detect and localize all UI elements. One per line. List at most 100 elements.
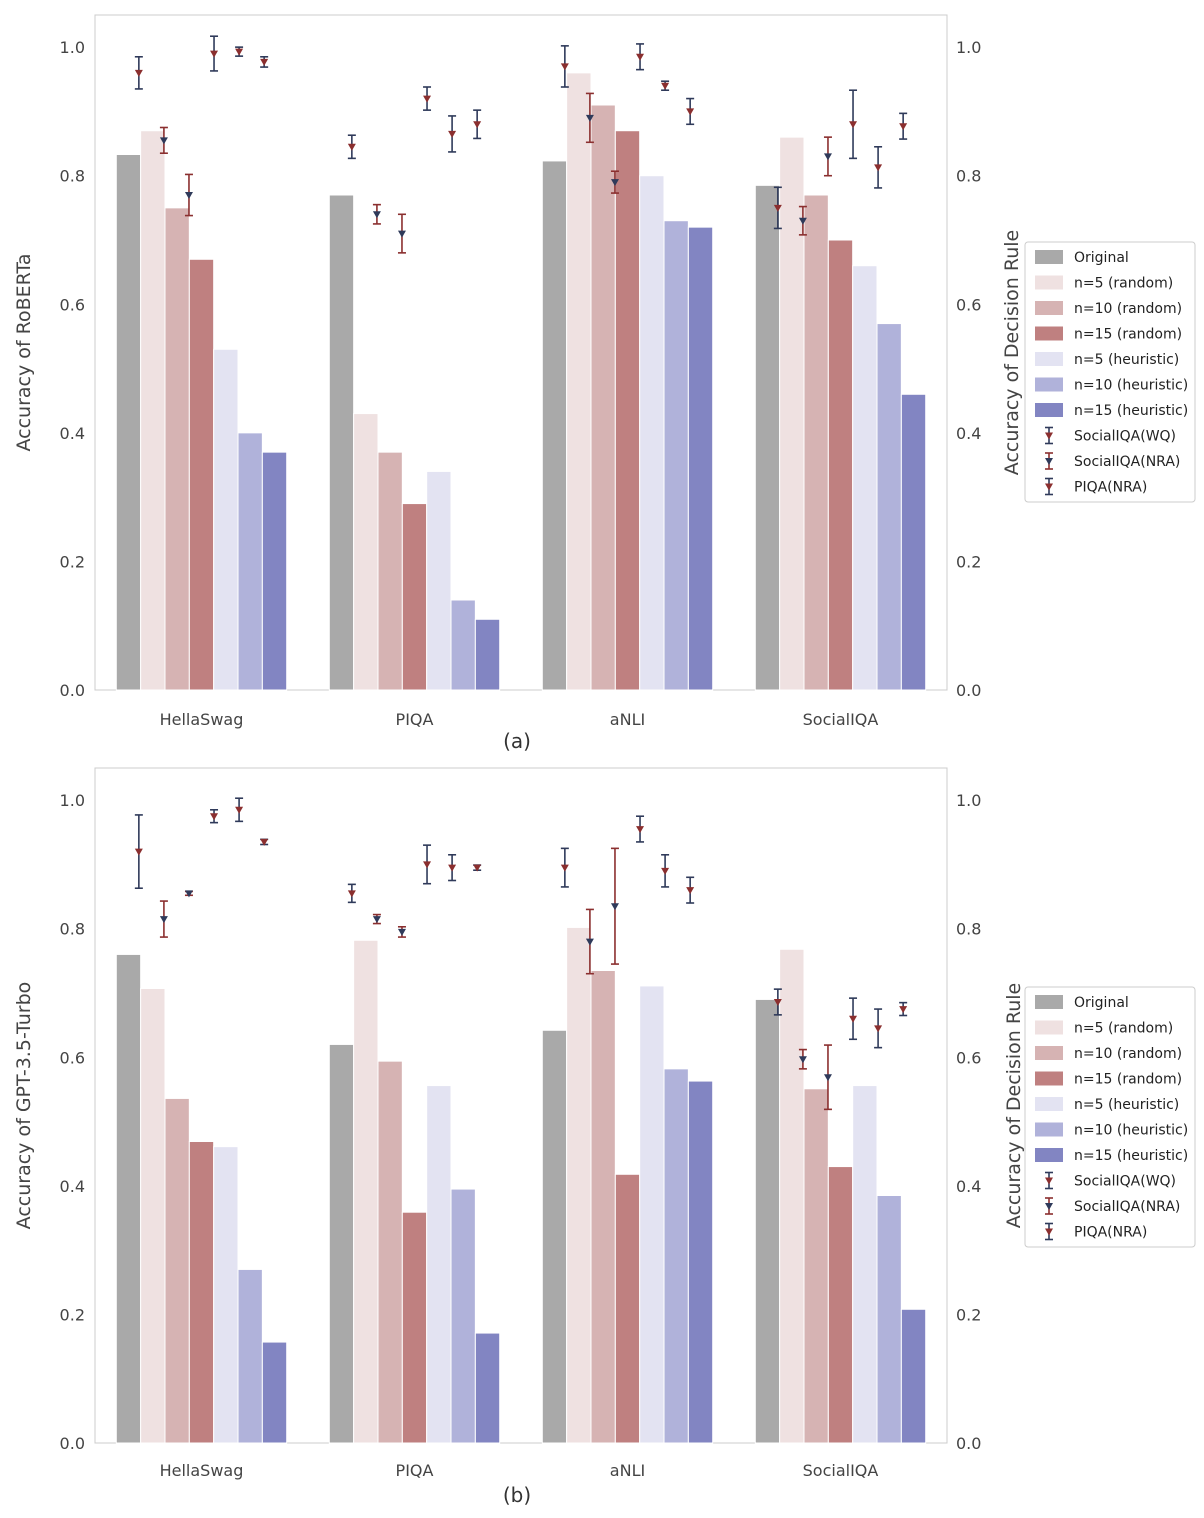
y-tick-label: 0.0 [60, 681, 85, 700]
bar [663, 220, 689, 691]
error-bar-marker [560, 63, 569, 71]
bar [779, 136, 805, 691]
legend-label: SocialIQA(WQ) [1074, 429, 1176, 445]
error-bar-point [260, 838, 269, 846]
x-tick-label: SocialIQA [803, 710, 879, 729]
error-bar-marker [260, 838, 269, 846]
error-bar-marker [448, 130, 457, 138]
bar [450, 1188, 476, 1444]
error-bar-marker [134, 848, 143, 856]
x-tick-label: HellaSwag [160, 1461, 244, 1480]
bar [900, 393, 927, 691]
plot-frame [94, 767, 948, 1444]
bar [876, 1195, 902, 1444]
legend-swatch [1035, 377, 1063, 392]
bar [566, 926, 592, 1444]
legend-label: n=10 (random) [1074, 301, 1182, 317]
y-tick-label: 1.0 [60, 38, 85, 57]
legend-label: n=15 (random) [1074, 327, 1182, 343]
error-bar-point [372, 203, 381, 225]
legend-label: SocialIQA(NRA) [1074, 1199, 1180, 1215]
bar [401, 503, 428, 691]
error-bar-point [636, 815, 645, 843]
error-bar-marker [423, 861, 432, 869]
error-bar-point [610, 847, 619, 965]
legend-label: n=15 (heuristic) [1074, 1148, 1188, 1164]
bar [803, 194, 829, 691]
y-right-tick-label: 0.8 [956, 167, 981, 186]
error-bar-point [423, 86, 432, 111]
y-right-tick-label: 0.2 [956, 1305, 981, 1324]
bar [115, 953, 142, 1444]
bar [663, 1068, 689, 1444]
legend-label: n=15 (heuristic) [1074, 403, 1188, 419]
y-tick-label: 0.6 [60, 295, 85, 314]
error-bar-point [686, 97, 695, 126]
error-bar-point [773, 988, 782, 1016]
error-bar-point [347, 883, 356, 904]
bar [614, 130, 641, 691]
bar [590, 970, 616, 1444]
panel-label: (b) [503, 1483, 531, 1507]
legend-swatch [1035, 326, 1063, 341]
error-bar-point [184, 890, 193, 898]
error-bar-point [210, 808, 219, 824]
legend-frame [1024, 241, 1196, 503]
bar [401, 1211, 428, 1444]
panel-label: (a) [503, 729, 531, 753]
error-bar-marker [610, 179, 619, 187]
error-bar-marker [134, 69, 143, 77]
bar [164, 1097, 190, 1444]
y-right-tick-label: 0.0 [956, 681, 981, 700]
error-bar-marker [610, 903, 619, 911]
bar [261, 1341, 288, 1444]
x-tick-label: HellaSwag [160, 710, 244, 729]
legend-label: PIQA(NRA) [1074, 1225, 1147, 1241]
y-tick-label: 0.0 [60, 1434, 85, 1453]
legend-swatch [1035, 1046, 1063, 1060]
error-bar-marker [899, 123, 908, 131]
error-bar-marker [397, 230, 406, 238]
bar [164, 207, 190, 691]
legend-marker [1045, 1203, 1053, 1210]
legend-swatch [1035, 275, 1063, 290]
y-tick-label: 0.4 [60, 424, 85, 443]
legend-label: n=5 (random) [1074, 1021, 1173, 1037]
error-bar-marker [260, 58, 269, 66]
bar [852, 265, 878, 691]
error-bar-point [798, 1048, 807, 1070]
legend-label: n=10 (heuristic) [1074, 378, 1188, 394]
bar [426, 1085, 452, 1444]
bar [328, 1043, 355, 1444]
bar [328, 194, 355, 691]
error-bar-point [159, 126, 168, 155]
error-bar-point [636, 43, 645, 71]
y-tick-label: 0.8 [60, 167, 85, 186]
bar [754, 184, 781, 691]
error-bar-point [134, 814, 143, 890]
error-bar-point [849, 89, 858, 160]
error-bar-point [585, 92, 594, 144]
error-bar-point [610, 170, 619, 194]
y-right-axis-label: Accuracy of Decision Rule [1003, 983, 1025, 1228]
plot-frame [94, 14, 948, 691]
legend-swatch [1035, 1071, 1063, 1086]
error-bar-point [874, 145, 883, 189]
legend: Original n=5 (random) n=10 (random) n=15 (r… [1024, 986, 1196, 1248]
y-tick-label: 1.0 [60, 791, 85, 810]
error-bar-point [397, 213, 406, 254]
y-tick-label: 0.2 [60, 1305, 85, 1324]
error-bar-marker [661, 867, 670, 875]
error-bar-marker [585, 114, 594, 122]
bar [827, 1166, 854, 1444]
error-bar-marker [686, 887, 695, 895]
error-bar-marker [210, 50, 219, 58]
error-bar-marker [773, 999, 782, 1006]
legend-label: PIQA(NRA) [1074, 480, 1147, 496]
bar [900, 1308, 927, 1444]
y-right-tick-label: 1.0 [956, 791, 981, 810]
bar [876, 323, 902, 691]
legend-label: n=5 (random) [1074, 276, 1173, 292]
legend-label: n=5 (heuristic) [1074, 1097, 1179, 1113]
bar [541, 160, 568, 691]
